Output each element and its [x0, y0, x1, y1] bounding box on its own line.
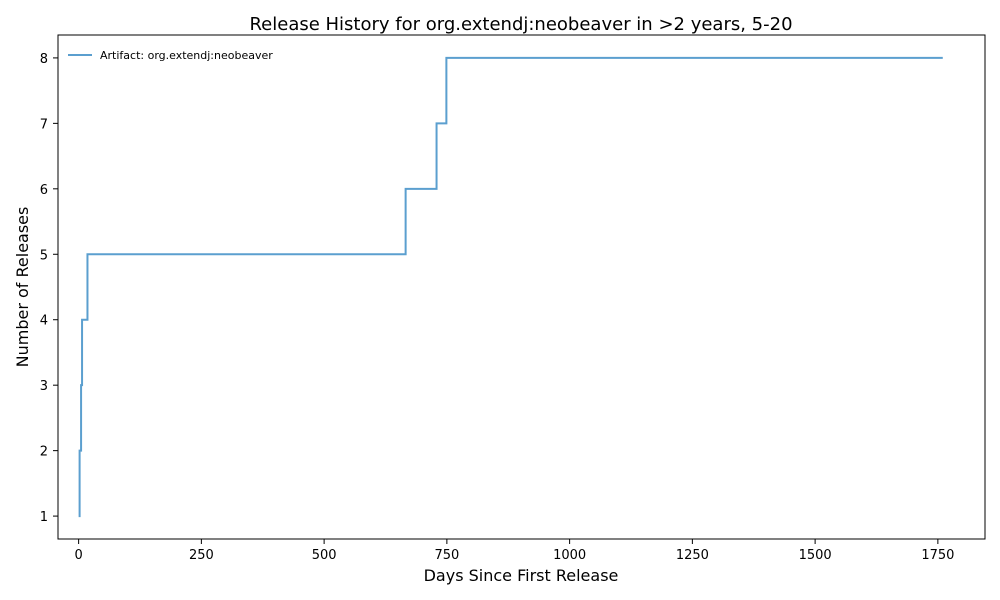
legend-label: Artifact: org.extendj:neobeaver: [100, 49, 273, 62]
series-layer: [79, 58, 943, 516]
y-tick-label: 6: [40, 183, 48, 198]
x-tick-label: 1750: [921, 548, 954, 563]
x-tick-label: 750: [434, 548, 459, 563]
x-axis: 0 250 500 750 1000 1250 1500 1750: [74, 539, 954, 563]
legend: Artifact: org.extendj:neobeaver: [68, 49, 273, 62]
x-tick-label: 1500: [799, 548, 832, 563]
x-tick-label: 500: [312, 548, 337, 563]
y-tick-label: 8: [40, 52, 48, 67]
y-axis: 1 2 3 4 5 6 7 8: [40, 52, 58, 525]
x-tick-label: 0: [74, 548, 82, 563]
y-tick-label: 4: [40, 314, 48, 329]
y-tick-label: 7: [40, 117, 48, 132]
y-tick-label: 5: [40, 248, 48, 263]
y-tick-label: 1: [40, 510, 48, 525]
series-line: [79, 58, 943, 516]
x-tick-label: 1250: [676, 548, 709, 563]
plot-area: [58, 35, 985, 539]
chart-title: Release History for org.extendj:neobeave…: [249, 14, 792, 35]
y-axis-label: Number of Releases: [13, 207, 32, 368]
x-axis-label: Days Since First Release: [424, 566, 619, 585]
y-tick-label: 2: [40, 445, 48, 460]
x-tick-label: 1000: [553, 548, 586, 563]
y-tick-label: 3: [40, 379, 48, 394]
x-tick-label: 250: [189, 548, 214, 563]
